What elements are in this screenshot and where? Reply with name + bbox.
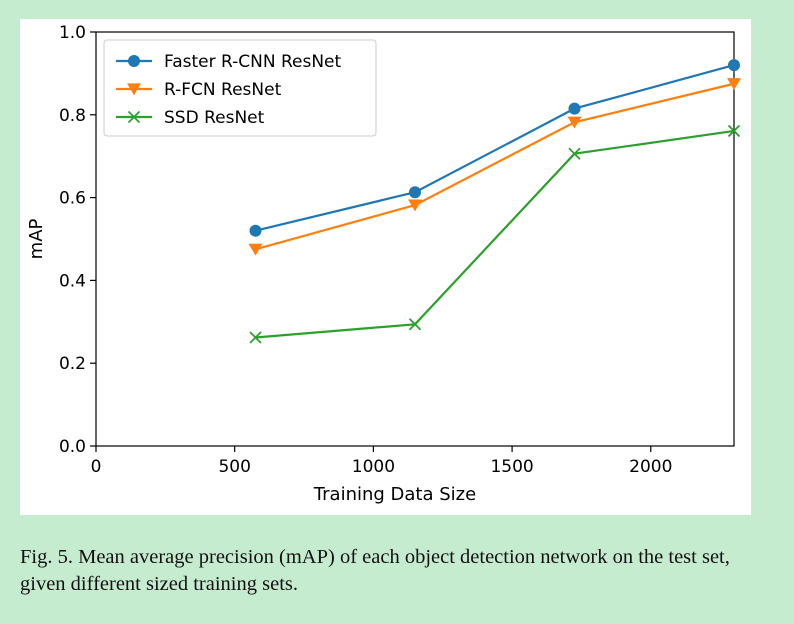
data-point xyxy=(249,331,262,344)
x-marker-stroke xyxy=(249,331,262,344)
data-point xyxy=(408,318,422,331)
figure-caption: Fig. 5. Mean average precision (mAP) of … xyxy=(20,546,730,595)
line-chart: 0 500 1000 1500 2000 0.0 0.2 0.4 0.6 0.8 1.0 Traini… xyxy=(26,23,741,505)
data-point xyxy=(567,116,582,129)
legend-marker xyxy=(127,83,141,96)
legend-marker xyxy=(128,55,140,67)
x-tick-label: 500 xyxy=(218,457,250,477)
legend-label: R-FCN ResNet xyxy=(164,80,282,100)
x-marker-stroke xyxy=(127,110,141,124)
plot-frame xyxy=(95,31,735,447)
figure-panel: 0 500 1000 1500 2000 0.0 0.2 0.4 0.6 0.8 1.0 Traini… xyxy=(20,19,751,515)
legend: Faster R-CNN ResNet R-FCN ResNet SSD ResNe… xyxy=(103,39,377,137)
y-tick-label: 0.6 xyxy=(59,189,86,209)
y-tick-label: 0.2 xyxy=(59,354,86,374)
series-faster-r-cnn-resnet xyxy=(249,59,740,237)
data-point xyxy=(409,186,421,199)
legend-box xyxy=(103,39,377,137)
legend-label: Faster R-CNN ResNet xyxy=(164,52,342,72)
data-point xyxy=(727,124,741,138)
y-tick-label: 0.0 xyxy=(59,437,86,457)
legend-entry: SSD ResNet xyxy=(116,108,265,128)
y-axis-label: mAP xyxy=(26,219,47,260)
data-point xyxy=(408,199,422,212)
x-marker-stroke xyxy=(727,124,741,138)
x-marker-stroke xyxy=(408,318,422,331)
y-tick-label: 0.8 xyxy=(59,106,86,126)
x-tick-label: 1500 xyxy=(490,457,533,477)
series-ssd-resnet xyxy=(249,124,741,344)
series-line xyxy=(255,64,735,232)
data-point xyxy=(249,224,262,237)
legend-marker xyxy=(127,110,141,124)
data-point xyxy=(568,147,581,160)
x-tick-label: 1000 xyxy=(352,457,395,477)
y-tick-label: 0.4 xyxy=(59,271,86,291)
legend-label: SSD ResNet xyxy=(164,108,265,128)
axes: 0 500 1000 1500 2000 0.0 0.2 0.4 0.6 0.8 1.0 Traini… xyxy=(26,23,735,505)
legend-entry: R-FCN ResNet xyxy=(116,80,282,100)
x-tick-label: 0 xyxy=(91,457,102,477)
series-layer xyxy=(248,59,741,344)
series-line xyxy=(255,82,735,251)
y-tick-label: 1.0 xyxy=(59,23,86,43)
data-point xyxy=(728,59,740,72)
series-line xyxy=(255,129,735,339)
data-point xyxy=(248,243,263,256)
x-tick-label: 2000 xyxy=(629,457,672,477)
legend-entry: Faster R-CNN ResNet xyxy=(116,52,342,72)
x-axis-label: Training Data Size xyxy=(313,484,476,505)
series-r-fcn-resnet xyxy=(248,78,741,256)
x-marker-stroke xyxy=(568,147,581,160)
data-point xyxy=(727,78,741,91)
data-point xyxy=(568,102,581,115)
